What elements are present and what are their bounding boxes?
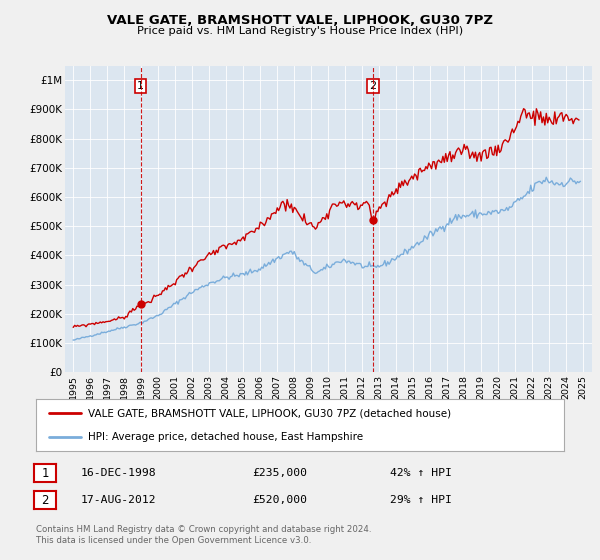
Text: Price paid vs. HM Land Registry's House Price Index (HPI): Price paid vs. HM Land Registry's House … [137,26,463,36]
Text: 1: 1 [41,466,49,480]
Text: 2: 2 [370,81,376,91]
Text: 16-DEC-1998: 16-DEC-1998 [81,468,157,478]
Text: 42% ↑ HPI: 42% ↑ HPI [390,468,452,478]
Text: 2: 2 [41,493,49,507]
Text: 17-AUG-2012: 17-AUG-2012 [81,495,157,505]
Text: 29% ↑ HPI: 29% ↑ HPI [390,495,452,505]
Text: £235,000: £235,000 [252,468,307,478]
Text: £520,000: £520,000 [252,495,307,505]
Text: Contains HM Land Registry data © Crown copyright and database right 2024.
This d: Contains HM Land Registry data © Crown c… [36,525,371,545]
Text: VALE GATE, BRAMSHOTT VALE, LIPHOOK, GU30 7PZ (detached house): VALE GATE, BRAMSHOTT VALE, LIPHOOK, GU30… [88,408,451,418]
Text: VALE GATE, BRAMSHOTT VALE, LIPHOOK, GU30 7PZ: VALE GATE, BRAMSHOTT VALE, LIPHOOK, GU30… [107,13,493,27]
Text: 1: 1 [137,81,144,91]
Text: HPI: Average price, detached house, East Hampshire: HPI: Average price, detached house, East… [88,432,363,442]
